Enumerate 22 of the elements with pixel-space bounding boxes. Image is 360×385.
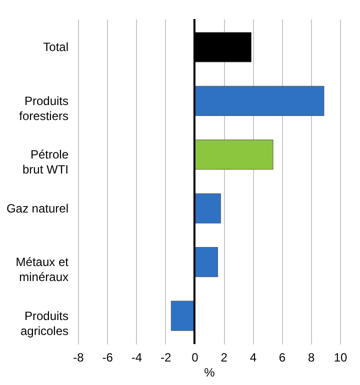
x-tick-label: -2 — [160, 350, 172, 364]
x-tick-label: 10 — [334, 350, 348, 364]
x-tick-label: 8 — [308, 350, 316, 364]
x-tick-label: 4 — [250, 350, 257, 364]
x-tick-label: 6 — [278, 350, 286, 364]
y-tick-label: Produits agricoles — [20, 308, 68, 338]
y-tick-label: Métaux et minéraux — [16, 255, 70, 284]
x-tick-label: 2 — [220, 350, 228, 364]
y-tick-label: Pétrole brut WTI — [22, 148, 69, 177]
y-tick-label: Total — [43, 40, 68, 54]
x-tick-label: -4 — [131, 350, 142, 364]
x-tick-label: -6 — [102, 350, 114, 364]
x-axis-title: % — [204, 366, 216, 380]
bar — [194, 193, 221, 224]
x-tick-label: -8 — [73, 350, 84, 364]
y-tick-label: Gaz naturel — [6, 201, 68, 216]
bar — [194, 140, 274, 170]
bar — [194, 247, 218, 278]
bar — [170, 300, 195, 331]
y-tick-label: Produits forestiers — [19, 94, 68, 123]
x-tick-label: 0 — [192, 350, 199, 364]
bar — [194, 86, 324, 116]
